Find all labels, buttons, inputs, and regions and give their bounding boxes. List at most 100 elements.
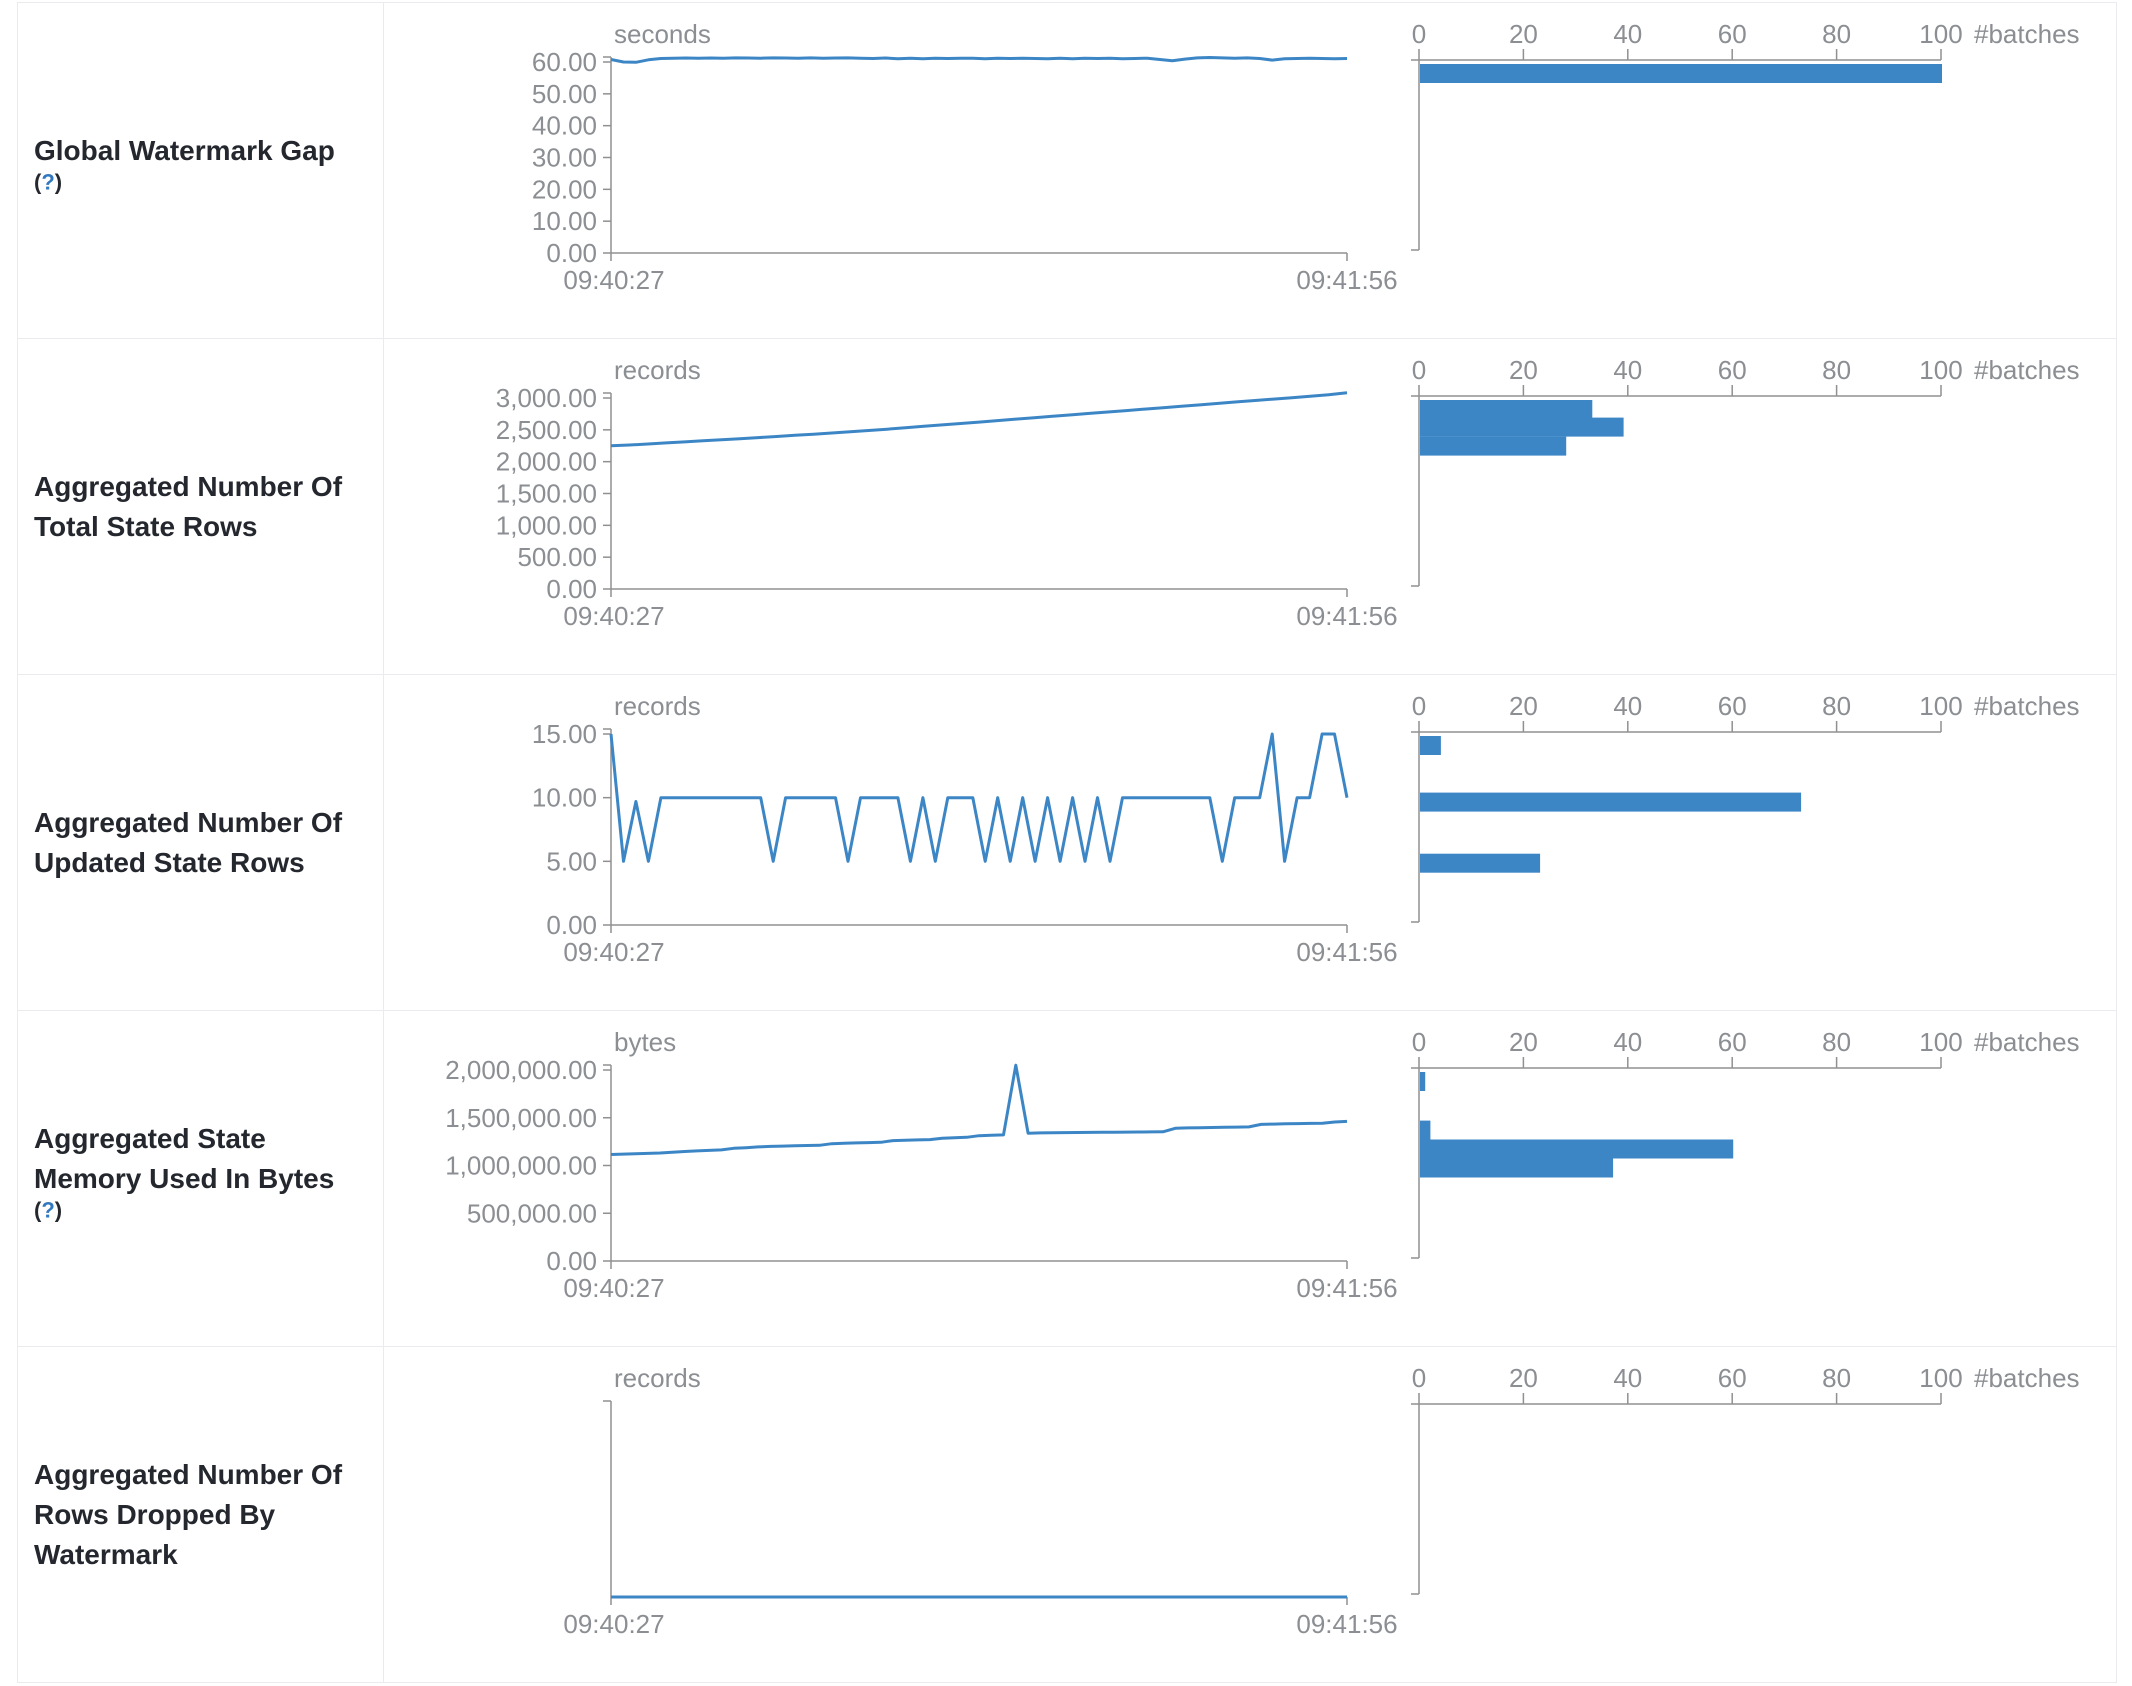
x-axis-start-label: 09:40:27 xyxy=(563,1609,664,1639)
y-tick-label: 5.00 xyxy=(546,846,597,876)
histogram-x-tick-label: 100 xyxy=(1919,1363,1962,1393)
x-axis-start-label: 09:40:27 xyxy=(563,601,664,631)
metric-row: Aggregated State Memory Used In Bytes (?) b… xyxy=(18,1011,2116,1347)
histogram-bar xyxy=(1420,1120,1431,1140)
histogram-bar xyxy=(1420,1072,1426,1091)
metric-label-cell: Aggregated Number Of Updated State Rows xyxy=(18,675,384,1010)
help-marker: (?) xyxy=(34,169,62,194)
metric-title-line: Aggregated Number Of xyxy=(34,470,343,502)
help-link[interactable]: ? xyxy=(41,169,55,195)
metric-row: Aggregated Number Of Total State Rows reco… xyxy=(18,339,2116,675)
histogram-bar xyxy=(1420,436,1567,456)
histogram-bar xyxy=(1420,400,1593,419)
histogram-x-tick-label: 0 xyxy=(1412,355,1426,385)
y-tick-label: 0.00 xyxy=(546,238,597,268)
histogram-x-tick-label: 80 xyxy=(1822,19,1851,49)
y-tick-label: 0.00 xyxy=(546,1246,597,1276)
histogram-x-tick-label: 80 xyxy=(1822,691,1851,721)
histogram-x-tick-label: 60 xyxy=(1718,691,1747,721)
y-tick-label: 60.00 xyxy=(532,47,597,77)
metric-title: Aggregated State Memory Used In Bytes (?) xyxy=(34,1119,334,1239)
y-tick-label: 500,000.00 xyxy=(467,1198,597,1228)
y-tick-label: 1,500,000.00 xyxy=(445,1103,597,1133)
metric-label-cell: Aggregated State Memory Used In Bytes (?) xyxy=(18,1011,384,1346)
timeline-and-histogram-svg: bytes 2,000,000.00 1,500,000.00 1,000,000.0… xyxy=(445,1027,2080,1303)
timeline-unit-label: records xyxy=(614,355,701,385)
histogram-axis-title: #batches xyxy=(1974,19,2080,49)
metric-title-line: Rows Dropped By xyxy=(34,1498,276,1530)
y-tick-label: 20.00 xyxy=(532,174,597,204)
timeline-line xyxy=(610,1063,1348,1156)
x-axis-end-label: 09:41:56 xyxy=(1296,1609,1397,1639)
histogram-x-tick-label: 20 xyxy=(1509,1027,1538,1057)
histogram-x-tick-label: 100 xyxy=(1919,691,1962,721)
metric-title-line: Aggregated Number Of xyxy=(34,806,343,838)
histogram-x-tick-label: 20 xyxy=(1509,691,1538,721)
histogram-x-tick-label: 60 xyxy=(1718,1027,1747,1057)
y-tick-label: 2,000.00 xyxy=(496,447,597,477)
y-tick-label: 1,500.00 xyxy=(496,479,597,509)
y-tick-label: 500.00 xyxy=(517,542,597,572)
metric-title-line: Total State Rows xyxy=(34,510,258,542)
timeline-line xyxy=(610,391,1348,448)
metric-charts-cell: bytes 2,000,000.00 1,500,000.00 1,000,000.0… xyxy=(384,1011,2116,1346)
timeline-line xyxy=(610,56,1348,64)
y-tick-label: 0.00 xyxy=(546,910,597,940)
metric-row: Aggregated Number Of Updated State Rows re… xyxy=(18,675,2116,1011)
histogram-bar xyxy=(1420,64,1942,83)
x-axis-end-label: 09:41:56 xyxy=(1296,601,1397,631)
histogram-axis-title: #batches xyxy=(1974,691,2080,721)
y-tick-label: 0.00 xyxy=(546,574,597,604)
y-tick-label: 10.00 xyxy=(532,783,597,813)
histogram-x-tick-label: 20 xyxy=(1509,355,1538,385)
histogram-x-tick-label: 80 xyxy=(1822,1363,1851,1393)
histogram-x-tick-label: 40 xyxy=(1613,19,1642,49)
histogram-bar xyxy=(1420,1158,1614,1178)
histogram-bar xyxy=(1420,1139,1734,1159)
metric-row: Aggregated Number Of Rows Dropped By Water… xyxy=(18,1347,2116,1683)
y-tick-label: 10.00 xyxy=(532,206,597,236)
histogram-x-tick-label: 80 xyxy=(1822,1027,1851,1057)
histogram-x-tick-label: 100 xyxy=(1919,1027,1962,1057)
histogram-x-tick-label: 60 xyxy=(1718,355,1747,385)
histogram-x-tick-label: 60 xyxy=(1718,19,1747,49)
y-tick-label: 1,000,000.00 xyxy=(445,1151,597,1181)
histogram-axis-title: #batches xyxy=(1974,1363,2080,1393)
histogram-x-tick-label: 0 xyxy=(1412,1363,1426,1393)
histogram-x-tick-label: 0 xyxy=(1412,19,1426,49)
x-axis-end-label: 09:41:56 xyxy=(1296,1273,1397,1303)
metric-title-line: (?) xyxy=(34,171,335,211)
timeline-unit-label: records xyxy=(614,1363,701,1393)
metric-title-line: Global Watermark Gap xyxy=(34,134,335,166)
y-tick-label: 3,000.00 xyxy=(496,383,597,413)
help-paren-open: ( xyxy=(34,1197,42,1223)
histogram-bar xyxy=(1420,417,1624,437)
histogram-x-tick-label: 100 xyxy=(1919,355,1962,385)
histogram-bar xyxy=(1420,792,1802,812)
y-tick-label: 1,000.00 xyxy=(496,510,597,540)
metric-label-cell: Aggregated Number Of Total State Rows xyxy=(18,339,384,674)
histogram-x-tick-label: 80 xyxy=(1822,355,1851,385)
metric-label-cell: Aggregated Number Of Rows Dropped By Water… xyxy=(18,1347,384,1682)
timeline-and-histogram-svg: records3,000.002,500.002,000.001,500.001… xyxy=(496,355,2080,631)
metric-charts-cell: records 3,000.00 2,500.00 2,000.00 1,500.00 1… xyxy=(384,339,2116,674)
y-tick-label: 30.00 xyxy=(532,143,597,173)
help-paren-close: ) xyxy=(54,1197,63,1223)
metric-title-line: (?) xyxy=(34,1199,334,1239)
histogram-axis-title: #batches xyxy=(1974,1027,2080,1057)
y-tick-label: 15.00 xyxy=(532,719,597,749)
x-axis-start-label: 09:40:27 xyxy=(563,265,664,295)
metric-title-line: Watermark xyxy=(34,1538,178,1570)
histogram-x-tick-label: 40 xyxy=(1613,1027,1642,1057)
y-tick-label: 50.00 xyxy=(532,79,597,109)
help-link[interactable]: ? xyxy=(41,1197,55,1223)
histogram-x-tick-label: 40 xyxy=(1613,691,1642,721)
histogram-x-tick-label: 40 xyxy=(1613,355,1642,385)
metric-charts-cell: records 09:40:27 09:41:56 0 20 40 60 80 100 #batc… xyxy=(384,1347,2116,1682)
x-axis-start-label: 09:40:27 xyxy=(563,937,664,967)
x-axis-end-label: 09:41:56 xyxy=(1296,937,1397,967)
metric-title: Aggregated Number Of Total State Rows xyxy=(34,467,342,547)
metric-title: Global Watermark Gap (?) xyxy=(34,131,335,211)
help-paren-open: ( xyxy=(34,169,42,195)
x-axis-end-label: 09:41:56 xyxy=(1296,265,1397,295)
